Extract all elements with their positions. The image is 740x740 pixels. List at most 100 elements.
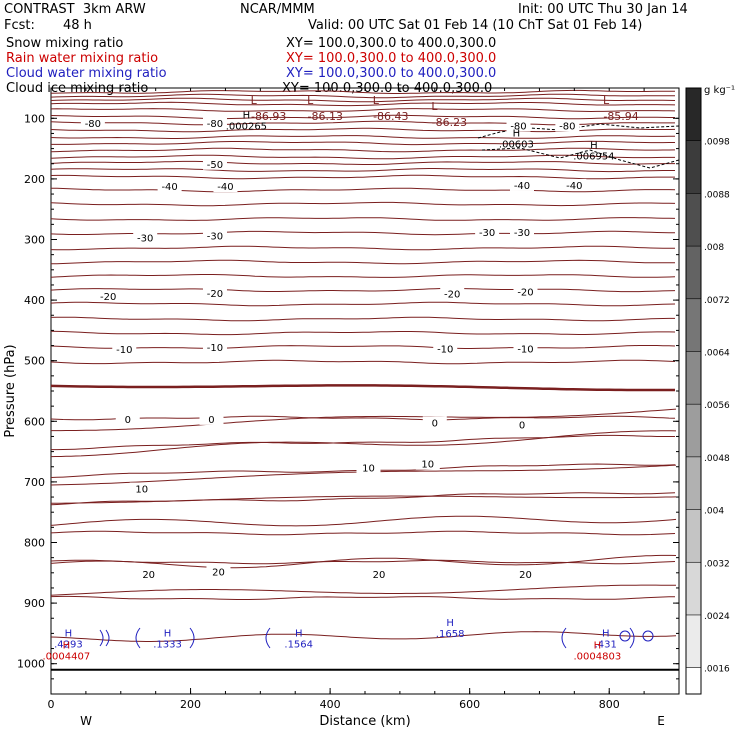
contour-label: 20: [212, 568, 225, 579]
contour-label: 10: [421, 460, 434, 471]
contour-label: -80: [510, 122, 526, 133]
high-value: .0004407: [42, 652, 90, 663]
contour-label-bg: [202, 286, 227, 299]
low-value: -86.43: [373, 110, 408, 123]
west-label: W: [80, 714, 92, 728]
isotherm-line: [50, 595, 675, 600]
y-tick-label: 100: [24, 112, 45, 125]
colorbar-swatch: [686, 298, 701, 352]
isotherm-line: [51, 495, 677, 504]
isotherm-line: [50, 97, 676, 103]
cloud-water-contour: [99, 627, 635, 649]
contour-label: -80: [207, 119, 223, 130]
colorbar-swatch: [686, 351, 701, 405]
isotherm-line: [50, 120, 675, 126]
contour-label: -20: [100, 292, 116, 303]
isotherm-line: [50, 101, 676, 107]
isotherm-line: [50, 415, 676, 421]
cloud-ice-contour: [477, 123, 680, 169]
contour-label: 20: [519, 570, 532, 581]
y-tick-label: 700: [24, 476, 45, 489]
y-tick-label: 1000: [17, 658, 45, 671]
valid-time: Valid: 00 UTC Sat 01 Feb 14 (10 ChT Sat …: [308, 18, 643, 33]
contour-label-bg: [555, 119, 580, 132]
colorbar-swatch: [686, 456, 701, 511]
isotherm-line: [50, 515, 677, 527]
contour-label: -40: [514, 181, 530, 192]
colorbar-swatch: [686, 562, 701, 616]
high-marker: H: [594, 641, 602, 652]
x-tick-label: 800: [599, 698, 620, 711]
isotherm-line: [50, 316, 675, 322]
low-marker: L: [307, 94, 314, 107]
contour-label: 0: [125, 415, 131, 426]
y-tick-label: 900: [24, 597, 45, 610]
org-label: NCAR/MMM: [240, 2, 315, 17]
x-tick-label: 600: [459, 698, 480, 711]
isotherm-line: [50, 93, 675, 99]
y-tick-label: 600: [24, 415, 45, 428]
high-marker: H: [65, 628, 73, 639]
high-marker: H: [164, 628, 172, 639]
contour-label: -10: [116, 345, 132, 356]
low-value: -86.13: [307, 110, 342, 123]
contour-label-bg: [513, 285, 538, 298]
contour-label: 0: [432, 419, 438, 430]
isotherm-line: [50, 301, 676, 307]
contour-label: -50: [207, 160, 223, 171]
east-label: E: [657, 714, 665, 728]
low-value: -86.23: [432, 116, 467, 129]
y-tick-label: 500: [24, 355, 45, 368]
contour-label: 0: [519, 420, 525, 431]
low-marker: L: [373, 94, 380, 107]
contour-label: -30: [479, 228, 495, 239]
field-cloudwater-xy: XY= 100.0,300.0 to 400.0,300.0: [286, 66, 497, 81]
forecast-hours: 48 h: [63, 18, 92, 33]
high-marker: H: [513, 128, 521, 139]
isotherm-line: [50, 359, 676, 365]
contour-label-bg: [206, 565, 231, 578]
isotherm-line: [51, 434, 675, 451]
high-marker: H: [295, 628, 303, 639]
colorbar-frame: [685, 87, 702, 695]
contour-label-bg: [422, 416, 447, 429]
low-marker: L: [431, 100, 438, 113]
contour-label-bg: [199, 412, 224, 425]
low-value: -85.94: [603, 110, 638, 123]
freezing-isotherm: [50, 384, 675, 392]
high-value: .1564: [284, 639, 313, 650]
contour-label-bg: [115, 412, 140, 425]
contour-label-bg: [136, 568, 161, 581]
isotherm-line: [50, 135, 675, 139]
isotherm-line: [50, 114, 675, 120]
high-marker: H: [243, 110, 251, 121]
isotherm-line: [51, 408, 677, 432]
high-value: .1333: [153, 639, 182, 650]
high-value: .000265: [226, 121, 267, 132]
isotherm-line: [50, 287, 676, 293]
x-tick-label: 400: [320, 698, 341, 711]
colorbar-tick-label: .0024: [704, 612, 730, 622]
colorbar-tick-label: .0064: [704, 348, 730, 358]
colorbar-tick-label: .0072: [704, 296, 730, 306]
colorbar-tick-label: .008: [704, 243, 724, 253]
chart-marks: -80 -80 -80 -80 -50 -40 -40 -40 -40 -30 -30 -30 -30 -…: [42, 94, 638, 662]
contour-label-bg: [157, 180, 182, 193]
isotherm-line: [50, 174, 675, 180]
colorbar-tick-label: .0016: [704, 665, 730, 675]
contour-label: -30: [514, 228, 530, 239]
contour-label-bg: [112, 343, 137, 356]
colorbar-tick-label: .0048: [704, 454, 730, 464]
y-tick-label: 400: [24, 294, 45, 307]
high-value: .431: [595, 639, 617, 650]
low-marker: L: [251, 94, 258, 107]
isotherm-line: [50, 89, 675, 94]
contour-label-bg: [510, 418, 534, 431]
field-cloudwater-name: Cloud water mixing ratio: [6, 66, 167, 81]
x-tick-label: 200: [180, 698, 201, 711]
isotherm-line: [50, 584, 676, 596]
high-value: .1658: [436, 629, 465, 640]
y-tick-label: 200: [24, 173, 45, 186]
field-rain-name: Rain water mixing ratio: [6, 51, 159, 66]
